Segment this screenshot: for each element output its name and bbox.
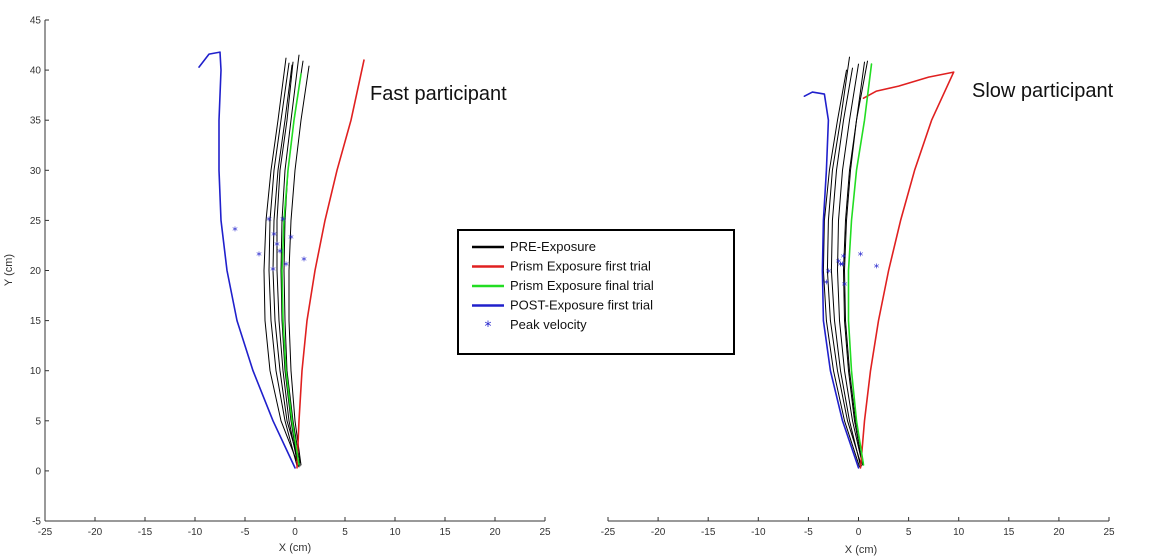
left-peak-velocity-marker: * — [280, 214, 286, 227]
left-panel-title: Fast participant — [370, 83, 507, 105]
left-peak-velocity-marker: * — [270, 265, 276, 278]
right-x-tick-label: -25 — [601, 527, 616, 538]
left-x-tick-label: 20 — [489, 527, 501, 538]
right-series-post-exposure-first-trial-line — [803, 91, 860, 469]
left-y-tick-label: 10 — [30, 366, 42, 377]
right-x-tick-label: 10 — [953, 527, 965, 538]
right-x-tick-label: -15 — [701, 527, 716, 538]
left-x-tick-label: -20 — [88, 527, 103, 538]
left-y-tick-label: 25 — [30, 216, 42, 227]
left-y-tick-label: 30 — [30, 166, 42, 177]
right-x-tick-label: -10 — [751, 527, 766, 538]
left-x-tick-label: 25 — [539, 527, 551, 538]
left-x-tick-label: 5 — [342, 527, 348, 538]
left-y-tick-label: 45 — [30, 16, 42, 27]
left-peak-velocity-marker: * — [283, 259, 289, 272]
right-series-prism-exposure-final-trial-line — [847, 63, 873, 466]
left-peak-velocity-marker: * — [271, 229, 277, 242]
right-peak-velocity-markers: ********* — [824, 249, 880, 292]
right-series-pre-exposure-line — [830, 67, 861, 467]
right-panel-title: Slow participant — [972, 80, 1114, 102]
right-x-ticks: -25 -20 -15 -10 -5 0 5 10 15 20 25 — [601, 517, 1115, 538]
legend-label-peak-velocity: Peak velocity — [510, 317, 587, 332]
right-series-pre-exposure-line — [843, 60, 868, 466]
left-peak-velocity-marker: * — [266, 214, 272, 227]
right-x-tick-label: 20 — [1053, 527, 1065, 538]
right-peak-velocity-marker: * — [838, 259, 844, 272]
left-series-post-exposure-first-trial-line — [198, 51, 296, 469]
left-peak-velocity-marker: * — [288, 232, 294, 245]
legend-swatch-peak-velocity: * — [485, 319, 492, 335]
right-panel-slow-participant: -25 -20 -15 -10 -5 0 5 10 15 20 25 ********* X (cm… — [601, 56, 1115, 556]
right-peak-velocity-marker: * — [858, 249, 864, 262]
left-peak-velocity-marker: * — [274, 239, 280, 252]
right-series-pre-exposure-line — [837, 63, 863, 466]
left-peak-velocity-marker: * — [232, 224, 238, 237]
right-x-tick-label: 15 — [1003, 527, 1015, 538]
left-peak-velocity-marker: * — [256, 249, 262, 262]
left-peak-velocity-markers: ***** *** *** — [232, 214, 307, 277]
left-series-pre-exposure-line — [268, 62, 298, 467]
left-y-tick-label: -5 — [32, 517, 41, 528]
left-y-tick-label: 20 — [30, 266, 42, 277]
left-y-tick-label: 5 — [35, 416, 41, 427]
left-x-tick-label: 15 — [439, 527, 451, 538]
left-series-pre-exposure-line — [272, 64, 301, 467]
left-y-tick-label: 0 — [35, 466, 41, 477]
left-y-axis-label: Y (cm) — [3, 254, 15, 286]
left-y-ticks: -5 0 5 10 15 20 25 30 35 40 45 — [30, 16, 49, 528]
left-panel-fast-participant: -25 -20 -15 -10 -5 0 5 10 15 20 25 -5 0 5 10 15 20 25 30 3… — [3, 16, 551, 555]
right-peak-velocity-marker: * — [874, 261, 880, 274]
left-trajectories — [198, 51, 365, 469]
left-y-tick-label: 35 — [30, 116, 42, 127]
left-series-pre-exposure-line — [276, 61, 299, 467]
left-x-tick-label: -15 — [138, 527, 153, 538]
right-series-pre-exposure-line — [826, 56, 862, 467]
right-x-axis-label: X (cm) — [845, 544, 877, 556]
right-trajectories — [803, 56, 955, 469]
left-peak-velocity-marker: * — [277, 246, 283, 259]
legend-label-prism-exposure-first-trial: Prism Exposure first trial — [510, 259, 651, 274]
right-peak-velocity-marker: * — [836, 256, 842, 269]
legend-label-prism-exposure-final-trial: Prism Exposure final trial — [510, 278, 654, 293]
right-peak-velocity-marker: * — [842, 280, 848, 293]
right-x-tick-label: 5 — [906, 527, 912, 538]
left-series-pre-exposure-line — [288, 65, 310, 466]
legend-label-post-exposure-first-trial: POST-Exposure first trial — [510, 298, 653, 313]
left-x-tick-label: -5 — [241, 527, 250, 538]
left-x-ticks: -25 -20 -15 -10 -5 0 5 10 15 20 25 — [38, 517, 551, 538]
legend-box — [457, 229, 735, 355]
left-series-prism-exposure-first-trial-line — [296, 59, 365, 469]
right-peak-velocity-marker: * — [826, 267, 832, 280]
left-x-axis-label: X (cm) — [279, 542, 311, 554]
right-peak-velocity-marker: * — [840, 259, 846, 272]
left-y-tick-label: 40 — [30, 66, 42, 77]
left-x-tick-label: -25 — [38, 527, 53, 538]
right-series-pre-exposure-line — [822, 69, 860, 468]
right-x-tick-label: 25 — [1103, 527, 1115, 538]
right-x-tick-label: -20 — [651, 527, 666, 538]
left-x-tick-label: -10 — [188, 527, 203, 538]
right-series-prism-exposure-first-trial-line — [859, 71, 955, 469]
right-peak-velocity-marker: * — [841, 251, 847, 264]
right-x-tick-label: -5 — [804, 527, 813, 538]
left-x-tick-label: 10 — [389, 527, 401, 538]
left-series-prism-exposure-final-trial-line — [281, 73, 302, 466]
left-series-pre-exposure-line — [263, 57, 300, 468]
right-peak-velocity-marker: * — [824, 278, 830, 291]
left-x-tick-label: 0 — [292, 527, 298, 538]
left-series-pre-exposure-line — [280, 54, 300, 466]
left-y-tick-label: 15 — [30, 316, 42, 327]
right-x-tick-label: 0 — [856, 527, 862, 538]
legend-label-pre-exposure: PRE-Exposure — [510, 239, 596, 254]
legend: PRE-Exposure Prism Exposure first trial Pr… — [457, 229, 735, 355]
left-peak-velocity-marker: * — [301, 254, 307, 267]
